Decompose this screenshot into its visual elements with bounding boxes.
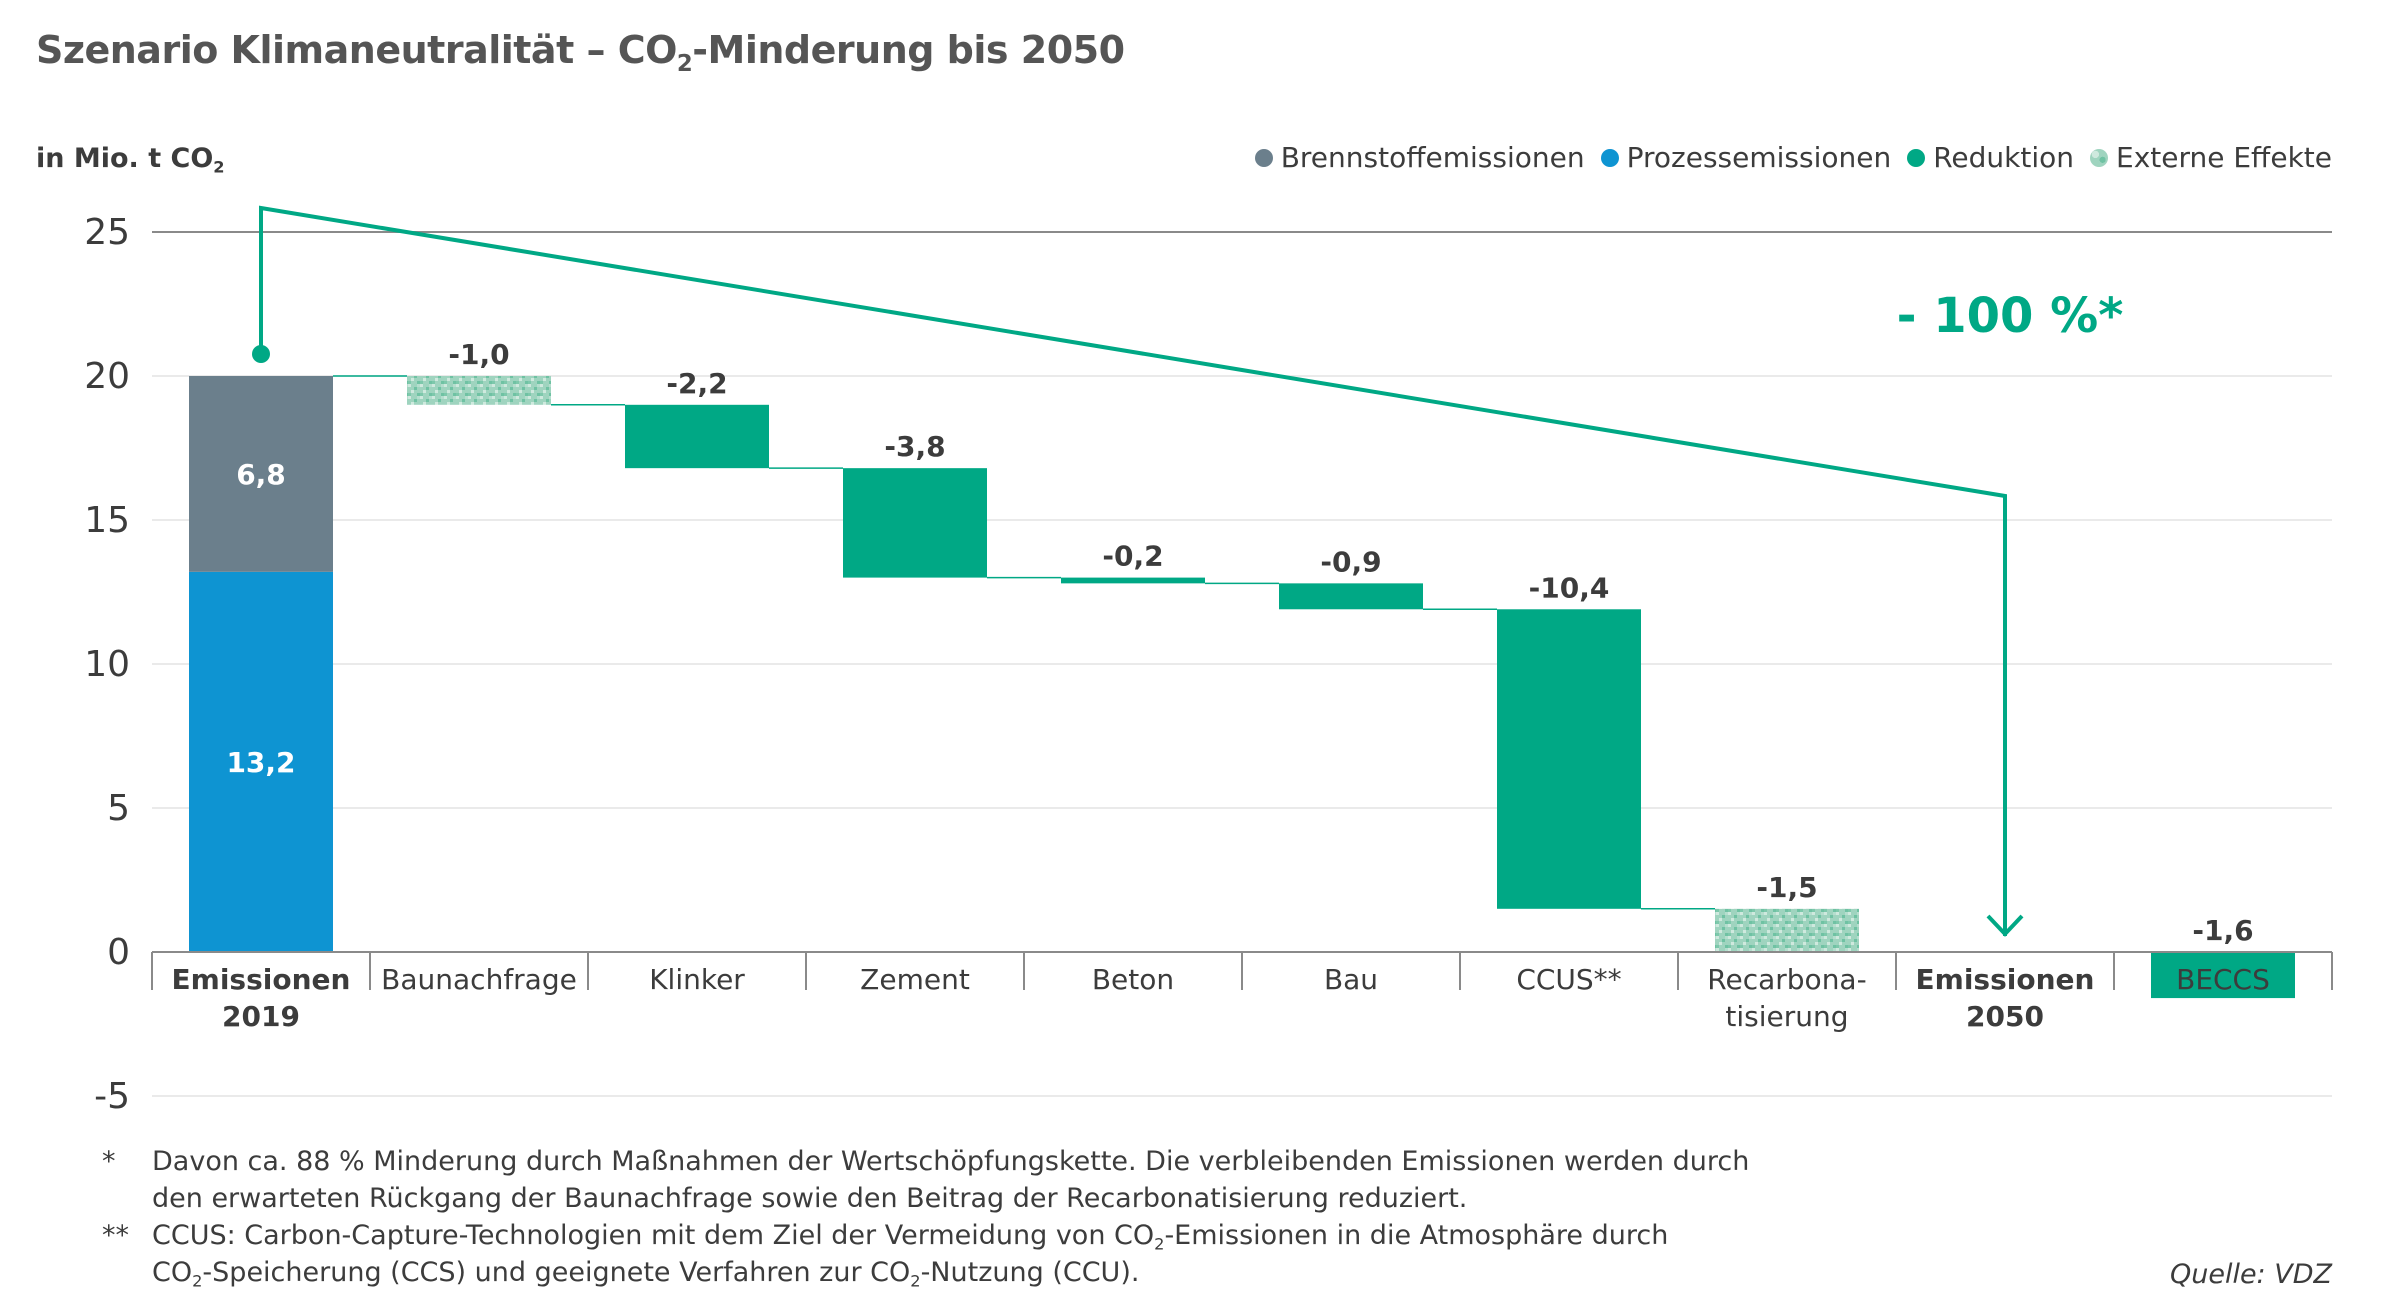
arrow-head-icon (1986, 914, 2024, 937)
y-tick-label: 10 (84, 644, 130, 685)
legend-label: Reduktion (1933, 141, 2074, 174)
y-tick-label: 25 (84, 212, 130, 253)
category-label: Recarbona- (1707, 963, 1866, 996)
bar-value-label: -3,8 (884, 430, 945, 463)
legend: Brennstoffemissionen Prozessemissionen Red… (1254, 141, 2332, 174)
legend-dot-icon (1254, 148, 1273, 167)
y-tick-label: 20 (84, 356, 130, 397)
bar-value-label: -1,5 (1756, 871, 1817, 904)
bar-value-label: 13,2 (226, 746, 295, 779)
legend-dot-icon (2090, 148, 2108, 167)
y-axis-unit: in Mio. t CO2 (36, 143, 225, 177)
bar-step (1279, 583, 1423, 610)
bar-step (625, 404, 769, 469)
category-label: Bau (1324, 963, 1378, 996)
bar-value-label: -0,2 (1102, 540, 1163, 573)
footnotes: * Davon ca. 88 % Minderung durch Maßnahme… (102, 1143, 1750, 1291)
category-label: 2050 (1966, 1000, 2044, 1033)
category-label: 2019 (222, 1000, 300, 1033)
footnote-line: Davon ca. 88 % Minderung durch Maßnahmen… (152, 1146, 1750, 1177)
chart-title: Szenario Klimaneutralität – CO2-Minderun… (36, 28, 1125, 77)
legend-label: Prozessemissionen (1626, 141, 1892, 174)
category-label: Baunachfrage (381, 963, 577, 996)
waterfall-chart: 13,2 6,8 -1,0 -2,2 -3,8 -0,2 -0,9 -10,4 -1,5 -1,6… (84, 205, 2333, 1117)
category-label: Beton (1092, 963, 1174, 996)
bar-value-label: -2,2 (666, 367, 727, 400)
bar-step (1497, 609, 1641, 909)
legend-item: Reduktion (1907, 141, 2074, 174)
legend-dot-icon (1907, 148, 1926, 167)
category-label: Zement (860, 963, 970, 996)
legend-label: Brennstoffemissionen (1280, 141, 1585, 174)
legend-item: Externe Effekte (2090, 141, 2332, 174)
bar-step (407, 376, 551, 405)
category-label: CCUS** (1516, 963, 1621, 996)
y-tick-label: 15 (84, 500, 130, 541)
y-tick-label: 0 (107, 932, 130, 973)
y-tick-label: 5 (107, 788, 130, 829)
bar-value-label: -0,9 (1320, 545, 1381, 578)
category-label: BECCS (2176, 963, 2270, 996)
footnote-mark: * (102, 1146, 116, 1177)
legend-label: Externe Effekte (2116, 141, 2332, 174)
bar-value-label: -1,6 (2192, 914, 2253, 947)
bar-value-label: -1,0 (448, 338, 509, 371)
y-tick-label: -5 (94, 1076, 130, 1117)
bar-beccs (2151, 952, 2295, 999)
footnote-line: CCUS: Carbon-Capture-Technologien mit de… (152, 1220, 1669, 1254)
category-label: Emissionen (172, 963, 351, 996)
bar-2019-fuel (189, 376, 333, 572)
footnote: ** CCUS: Carbon-Capture-Technologien mit … (102, 1217, 1749, 1291)
category-label: Klinker (649, 963, 745, 996)
bar-value-label: 6,8 (236, 458, 286, 491)
footnote-line: den erwarteten Rückgang der Baunachfrage… (152, 1183, 1468, 1214)
footnote-mark: ** (102, 1220, 129, 1251)
bar-step (843, 468, 987, 578)
legend-item: Brennstoffemissionen (1254, 141, 1585, 174)
reduction-annotation: - 100 %* (1897, 288, 2124, 344)
reduction-arrow-line (259, 205, 2007, 936)
category-label: tisierung (1725, 1000, 1848, 1033)
source-note: Quelle: VDZ (2169, 1259, 2332, 1290)
bar-2019-process (189, 571, 333, 952)
footnote: * Davon ca. 88 % Minderung durch Maßnahme… (102, 1143, 1750, 1217)
bar-step (1715, 908, 1859, 952)
legend-item: Prozessemissionen (1600, 141, 1892, 174)
legend-dot-icon (1600, 148, 1619, 167)
bar-step (1061, 577, 1205, 584)
category-label: Emissionen (1916, 963, 2095, 996)
footnote-line: CO2-Speicherung (CCS) und geeignete Verf… (152, 1257, 1140, 1291)
bar-value-label: -10,4 (1529, 571, 1610, 604)
